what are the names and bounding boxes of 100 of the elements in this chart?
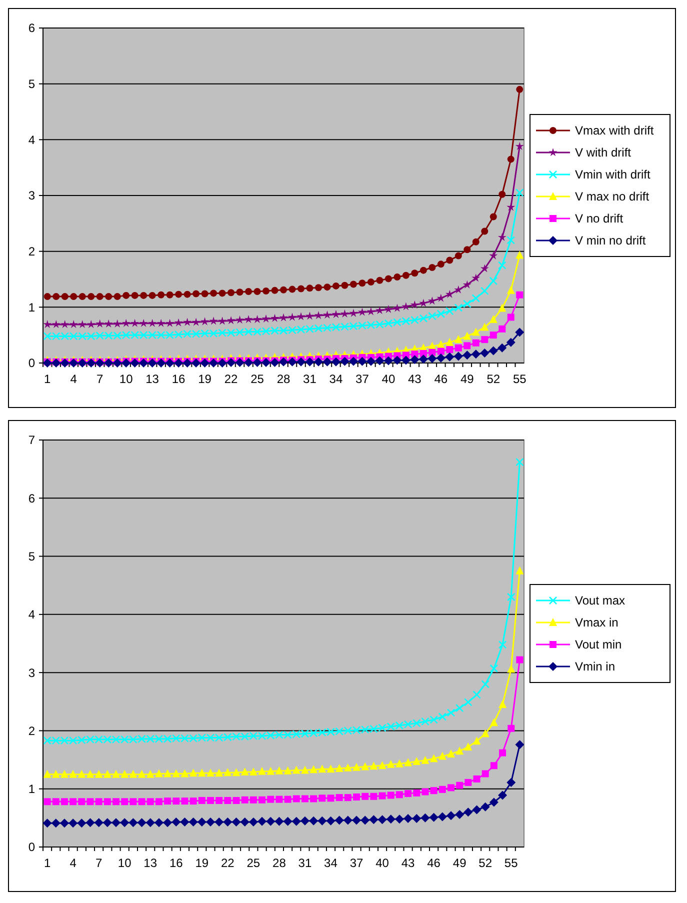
- point: [172, 818, 181, 826]
- x-tick-label: 1: [44, 856, 51, 870]
- point: [181, 798, 188, 805]
- point: [43, 770, 52, 778]
- point: [292, 766, 300, 774]
- point: [288, 286, 296, 293]
- point: [310, 765, 318, 774]
- point: [404, 790, 412, 798]
- point: [516, 656, 524, 664]
- point: [348, 356, 358, 366]
- x-tick-label: 46: [434, 372, 448, 386]
- point: [96, 319, 104, 328]
- point: [366, 356, 376, 366]
- y-tick-label: 6: [28, 491, 36, 506]
- point: [402, 272, 410, 279]
- point: [236, 288, 244, 296]
- point: [172, 798, 180, 805]
- x-tick-label: 34: [324, 856, 338, 870]
- point: [506, 286, 515, 294]
- point: [262, 314, 270, 323]
- point: [454, 335, 462, 344]
- point: [378, 792, 386, 800]
- point: [209, 316, 218, 325]
- point: [326, 764, 335, 773]
- point: [418, 354, 428, 364]
- y-tick-label: 2: [28, 244, 36, 259]
- point: [464, 742, 472, 750]
- y-tick-label: 0: [28, 356, 36, 370]
- point: [314, 311, 323, 320]
- point: [490, 718, 498, 726]
- point: [454, 352, 463, 361]
- point: [172, 769, 180, 778]
- point: [198, 768, 206, 777]
- point: [216, 796, 223, 804]
- x-tick-label: 40: [382, 372, 396, 386]
- point: [464, 698, 472, 706]
- point: [88, 293, 95, 300]
- point: [464, 246, 471, 254]
- point: [105, 293, 112, 300]
- x-tick-label: 25: [246, 856, 260, 870]
- point: [344, 794, 352, 802]
- x-tick-label: 22: [220, 856, 235, 870]
- point: [437, 348, 444, 355]
- x-tick-label: 19: [195, 856, 209, 870]
- point: [489, 276, 498, 286]
- x-tick-label: 4: [70, 372, 78, 386]
- legend-label: V max no drift: [575, 190, 650, 204]
- point: [69, 320, 78, 328]
- point: [241, 796, 248, 804]
- point: [490, 664, 498, 673]
- point: [387, 792, 394, 799]
- point: [305, 357, 314, 366]
- point: [507, 314, 514, 321]
- point: [42, 818, 52, 828]
- point: [472, 690, 481, 699]
- point: [489, 314, 498, 323]
- point: [297, 285, 304, 292]
- point: [454, 344, 462, 352]
- point: [515, 188, 524, 197]
- point: [332, 310, 340, 318]
- point: [516, 250, 524, 259]
- point: [201, 290, 208, 298]
- point: [412, 757, 421, 766]
- point: [392, 356, 402, 365]
- point: [209, 358, 218, 368]
- legend-label: Vmax with drift: [575, 124, 654, 138]
- x-tick-label: 34: [329, 372, 343, 386]
- point: [235, 358, 244, 367]
- point: [270, 314, 280, 322]
- point: [130, 798, 137, 806]
- point: [306, 284, 314, 292]
- legend-label: V with drift: [575, 146, 632, 160]
- point: [254, 288, 261, 296]
- y-tick-label: 6: [28, 21, 36, 36]
- point: [43, 320, 52, 328]
- point: [52, 770, 60, 778]
- point: [180, 769, 189, 778]
- x-tick-label: 31: [298, 856, 312, 870]
- point: [184, 290, 191, 298]
- point: [438, 812, 447, 822]
- point: [429, 812, 438, 822]
- point: [446, 338, 454, 346]
- point: [52, 293, 60, 300]
- point: [498, 343, 507, 352]
- point: [240, 767, 249, 776]
- point: [288, 312, 297, 321]
- point: [334, 816, 344, 825]
- point: [120, 818, 130, 828]
- legend-label: Vout min: [575, 638, 622, 652]
- x-tick-label: 19: [198, 372, 212, 386]
- point: [146, 770, 154, 778]
- legend-label: Vout max: [575, 594, 626, 608]
- point: [262, 358, 271, 367]
- point: [148, 358, 157, 368]
- point: [77, 818, 86, 828]
- point: [284, 796, 292, 803]
- point: [331, 357, 340, 366]
- x-tick-label: 31: [303, 372, 317, 386]
- point: [131, 292, 138, 299]
- point: [60, 320, 70, 328]
